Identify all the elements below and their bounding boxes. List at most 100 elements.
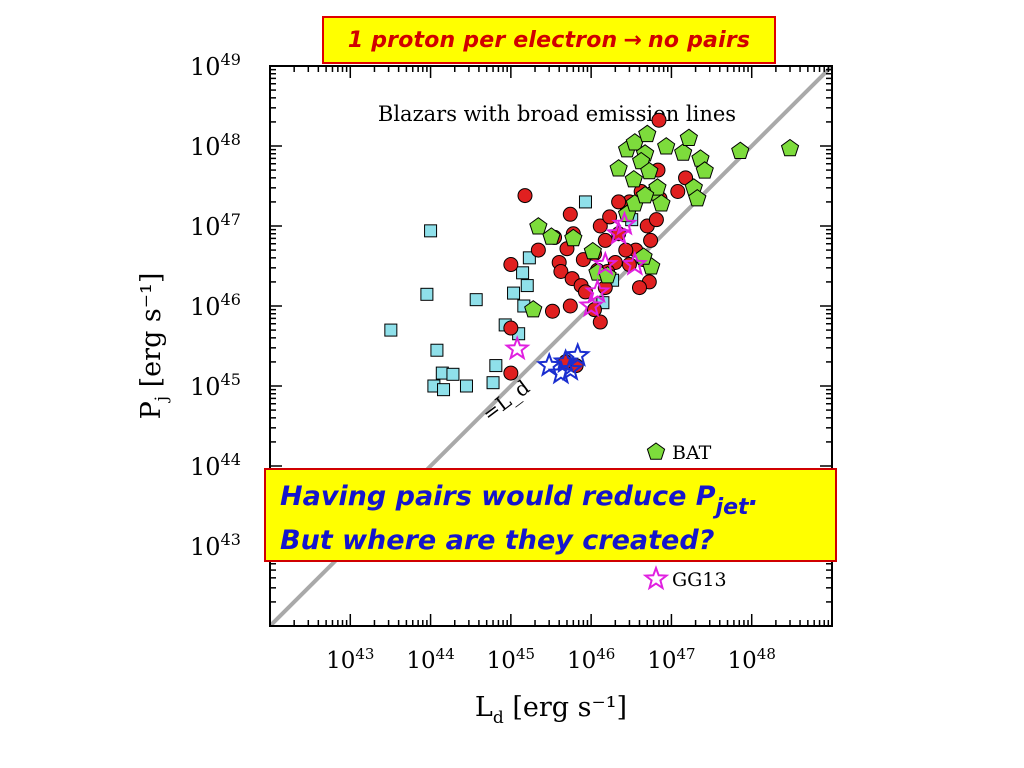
data-point-circle <box>553 263 569 279</box>
data-point-circle <box>562 298 578 314</box>
x-tick-label: 1046 <box>567 645 615 674</box>
data-point-star <box>557 355 584 381</box>
y-tick-label: 1047 <box>190 210 241 241</box>
data-point-star <box>552 348 579 374</box>
callout-line-1: Having pairs would reduce Pjet. <box>280 476 835 520</box>
data-point-pentagon <box>695 161 714 179</box>
data-point-square <box>459 379 473 393</box>
y-axis-label: Pj [erg s⁻¹] <box>136 273 172 420</box>
y-tick-label: 1046 <box>190 290 241 321</box>
data-point-circle <box>648 212 664 228</box>
callout-line-1-text: Having pairs would reduce P <box>280 481 716 512</box>
data-point-circle <box>544 303 560 319</box>
data-point-pentagon <box>583 241 602 260</box>
reference-line-label: =L_d <box>477 375 534 426</box>
data-point-pentagon <box>564 228 583 247</box>
data-point-square <box>520 279 534 293</box>
data-point-pentagon <box>635 185 655 204</box>
data-point-circle <box>611 194 627 210</box>
data-point-square <box>384 323 398 337</box>
series-square <box>384 195 639 397</box>
data-point-circle <box>530 242 546 258</box>
legend-marker-star <box>642 565 670 591</box>
data-point-circle <box>562 206 578 222</box>
callout-line-2: But where are they created? <box>280 525 715 556</box>
data-point-pentagon <box>609 159 628 177</box>
data-point-circle <box>643 232 659 248</box>
plot-frame <box>269 65 833 627</box>
data-point-star <box>564 341 591 367</box>
y-tick-label: 1044 <box>190 450 241 481</box>
callout-line-1-end: . <box>748 481 759 512</box>
data-point-star <box>577 292 605 318</box>
data-point-square <box>507 286 521 300</box>
legend-marker-pentagon <box>646 442 666 460</box>
data-point-square <box>489 359 503 373</box>
legend-label: BAT <box>672 442 712 464</box>
top-banner: 1 proton per electron → no pairs <box>322 16 776 64</box>
data-point-square <box>522 251 536 265</box>
y-tick-label: 1048 <box>190 130 241 161</box>
y-tick-label: 1045 <box>190 370 241 401</box>
data-point-pentagon <box>529 217 548 235</box>
data-point-pentagon <box>648 178 667 196</box>
y-tick-label: 1049 <box>190 50 241 81</box>
series-star <box>504 210 649 361</box>
right-arrow-icon: → <box>623 27 643 53</box>
legend-label: GG13 <box>672 569 727 591</box>
y-tick-label: 1043 <box>190 530 241 561</box>
data-point-star <box>621 250 649 276</box>
x-tick-label: 1043 <box>326 645 374 674</box>
callout-box: Having pairs would reduce Pjet. But wher… <box>264 468 837 562</box>
data-point-pentagon <box>652 194 671 212</box>
data-point-square <box>430 343 444 357</box>
data-point-pentagon <box>624 169 643 188</box>
x-tick-label: 1044 <box>406 645 454 674</box>
x-tick-label: 1048 <box>728 645 776 674</box>
data-point-square <box>486 376 500 390</box>
x-tick-label: 1047 <box>647 645 695 674</box>
data-point-pentagon <box>674 143 693 161</box>
chart-title: Blazars with broad emission lines <box>378 102 736 126</box>
data-point-pentagon <box>688 188 707 207</box>
data-point-circle <box>503 320 519 336</box>
data-point-square <box>446 367 460 381</box>
data-point-pentagon <box>657 137 676 155</box>
series-star <box>535 341 591 385</box>
data-point-pentagon <box>524 300 543 318</box>
data-point-star <box>605 219 632 246</box>
data-point-circle <box>631 280 647 296</box>
data-point-circle <box>517 188 533 204</box>
data-point-square <box>469 293 483 307</box>
data-point-square <box>420 287 434 301</box>
x-axis-label: Ld [erg s⁻¹] <box>475 692 627 728</box>
data-point-circle <box>503 257 519 273</box>
data-point-star <box>611 210 638 236</box>
data-point-square <box>424 224 438 238</box>
data-point-circle <box>651 112 667 128</box>
banner-text-after: no pairs <box>648 27 751 53</box>
data-point-circle <box>618 242 634 258</box>
data-point-pentagon <box>780 138 800 157</box>
data-point-pentagon <box>638 124 657 143</box>
data-point-circle <box>592 314 608 330</box>
data-point-star <box>504 335 531 361</box>
data-point-pentagon <box>679 128 698 146</box>
data-point-square <box>437 383 451 397</box>
data-point-pentagon <box>731 141 750 159</box>
data-point-circle <box>670 183 686 199</box>
data-point-square <box>516 266 530 280</box>
data-point-circle <box>503 365 519 381</box>
data-point-star <box>584 278 611 304</box>
data-point-square <box>578 195 592 209</box>
data-point-circle <box>592 218 608 234</box>
banner-text-before: 1 proton per electron <box>347 27 618 53</box>
data-point-circle <box>597 232 613 248</box>
callout-subscript: jet <box>715 495 749 520</box>
data-point-pentagon <box>640 161 659 180</box>
x-tick-label: 1045 <box>487 645 535 674</box>
data-point-pentagon <box>542 227 561 245</box>
data-point-star <box>535 351 563 377</box>
data-point-star <box>592 250 619 276</box>
